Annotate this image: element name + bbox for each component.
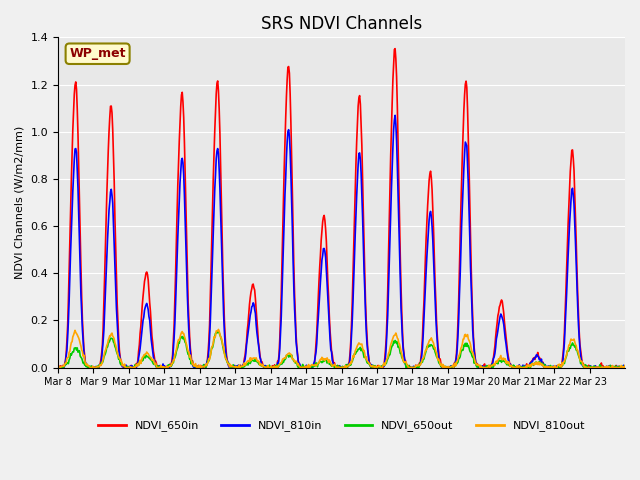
NDVI_810in [254, 336, 262, 341]
NDVI_650in [391, 46, 399, 51]
Line: NDVI_650in: NDVI_650in [58, 48, 625, 368]
NDVI_650in [55, 365, 63, 371]
Legend: NDVI_650in, NDVI_810in, NDVI_650out, NDVI_810out: NDVI_650in, NDVI_810in, NDVI_650out, NDV… [93, 416, 589, 436]
Line: NDVI_810out: NDVI_810out [58, 329, 625, 368]
NDVI_810out [276, 360, 284, 366]
NDVI_650in [254, 327, 262, 333]
NDVI_810in [54, 364, 62, 370]
NDVI_650in [226, 362, 234, 368]
Y-axis label: NDVI Channels (W/m2/mm): NDVI Channels (W/m2/mm) [15, 126, 25, 279]
NDVI_650in [402, 358, 410, 363]
NDVI_810out [227, 361, 234, 367]
NDVI_650out [402, 361, 410, 367]
NDVI_650out [433, 355, 441, 360]
NDVI_810out [214, 326, 222, 332]
NDVI_810in [621, 365, 629, 371]
NDVI_650out [122, 365, 129, 371]
NDVI_810in [55, 365, 63, 371]
NDVI_650in [621, 364, 629, 370]
NDVI_650out [621, 363, 629, 369]
NDVI_650out [227, 363, 234, 369]
NDVI_810out [621, 363, 629, 369]
NDVI_810out [433, 354, 441, 360]
NDVI_650in [122, 364, 129, 370]
NDVI_810in [226, 365, 234, 371]
NDVI_810in [402, 361, 410, 367]
NDVI_650in [275, 351, 283, 357]
NDVI_650out [56, 365, 64, 371]
NDVI_810in [275, 355, 283, 360]
NDVI_650out [54, 364, 62, 370]
NDVI_810in [122, 365, 129, 371]
NDVI_650in [433, 332, 441, 338]
NDVI_650out [276, 361, 284, 367]
Title: SRS NDVI Channels: SRS NDVI Channels [261, 15, 422, 33]
NDVI_650in [54, 364, 62, 370]
NDVI_810out [54, 364, 62, 370]
NDVI_650out [255, 360, 262, 366]
Text: WP_met: WP_met [69, 47, 126, 60]
NDVI_810out [56, 365, 63, 371]
NDVI_810in [391, 112, 399, 118]
NDVI_810in [433, 338, 441, 344]
NDVI_810out [402, 359, 410, 365]
Line: NDVI_810in: NDVI_810in [58, 115, 625, 368]
Line: NDVI_650out: NDVI_650out [58, 331, 625, 368]
NDVI_810out [122, 365, 129, 371]
NDVI_810out [255, 358, 262, 364]
NDVI_650out [214, 328, 222, 334]
